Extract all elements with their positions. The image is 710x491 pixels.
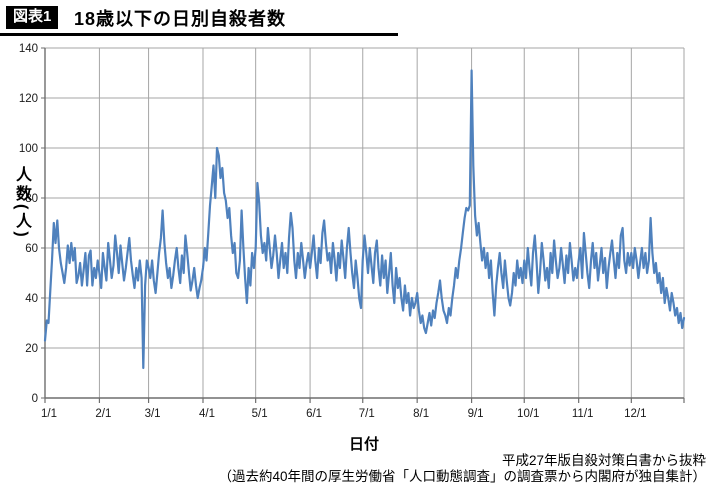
y-tick-label: 80	[25, 193, 38, 205]
x-tick-label: 9/1	[468, 408, 484, 420]
x-tick-label: 11/1	[572, 408, 594, 420]
y-tick-label: 120	[19, 93, 38, 105]
y-tick-label: 0	[32, 393, 38, 405]
x-tick-label: 1/1	[41, 408, 57, 420]
y-axis-title: 人数(人)	[13, 166, 30, 240]
x-axis-title: 日付	[348, 436, 379, 453]
x-tick-label: 2/1	[95, 408, 111, 420]
x-tick-label: 5/1	[252, 408, 268, 420]
x-tick-label: 12/1	[624, 408, 646, 420]
figure-header: 図表1 18歳以下の日別自殺者数	[0, 0, 710, 36]
y-tick-label: 100	[19, 143, 38, 155]
data-series-line	[43, 69, 686, 370]
source-attribution-line2: （過去約40年間の厚生労働省「人口動態調査」の調査票から内閣府が独自集計）	[218, 469, 706, 484]
y-tick-label: 40	[25, 293, 38, 305]
x-tick-label: 8/1	[413, 408, 429, 420]
y-tick-label: 140	[19, 43, 38, 55]
x-tick-label: 3/1	[145, 408, 161, 420]
figure-number-badge: 図表1	[6, 6, 59, 29]
x-tick-label: 6/1	[306, 408, 322, 420]
page-title: 18歳以下の日別自殺者数	[74, 9, 287, 29]
header-underline	[0, 33, 398, 36]
x-tick-label: 4/1	[199, 408, 215, 420]
x-tick-label: 10/1	[517, 408, 539, 420]
y-tick-label: 60	[25, 243, 38, 255]
y-tick-label: 20	[25, 343, 38, 355]
source-attribution-line1: 平成27年版自殺対策白書から抜粋	[501, 453, 706, 468]
x-tick-label: 7/1	[359, 408, 375, 420]
